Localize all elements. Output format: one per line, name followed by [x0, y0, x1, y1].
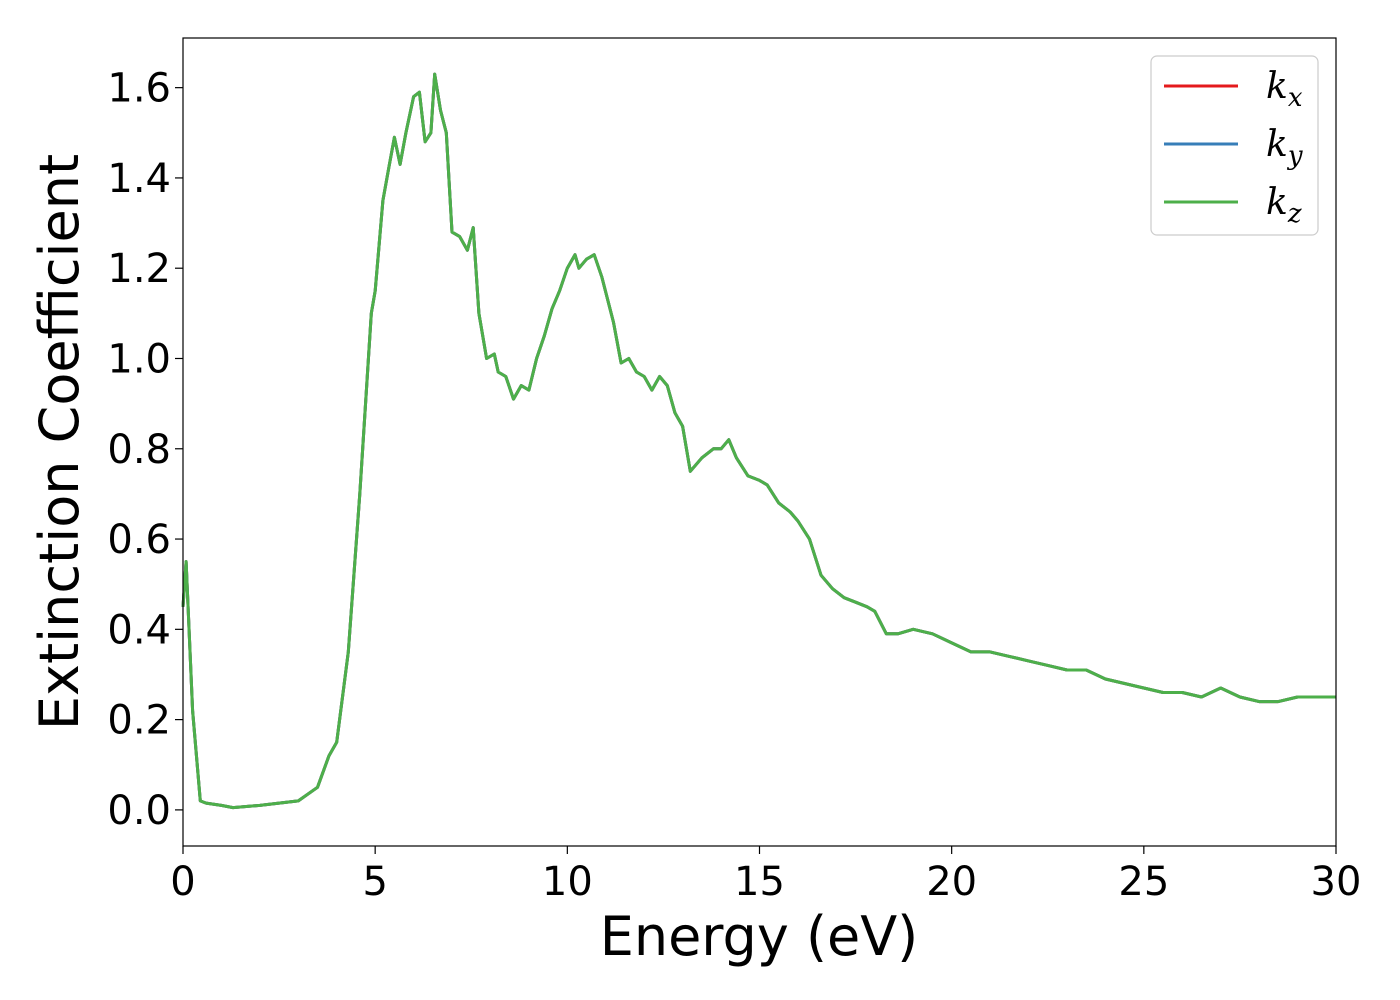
y-tick-label: 0.6: [107, 517, 171, 563]
series-line-kz: [181, 72, 1336, 810]
y-tick-label: 0.4: [107, 607, 171, 653]
x-tick-label: 0: [170, 859, 195, 905]
x-tick-label: 30: [1311, 859, 1362, 905]
y-tick-label: 0.8: [107, 427, 171, 473]
y-tick-label: 0.2: [107, 698, 171, 744]
y-tick-label: 1.6: [107, 66, 171, 112]
legend-label-ky: ky: [1266, 124, 1303, 171]
legend-label-kz: kz: [1266, 182, 1302, 229]
x-tick-label: 25: [1118, 859, 1169, 905]
legend-label-kx: kx: [1266, 66, 1303, 113]
x-tick-label: 20: [926, 859, 977, 905]
y-axis-title: Extinction Coefficient: [28, 154, 91, 730]
y-axis-ticks: 0.0 0.2 0.4 0.6 0.8 1.0 1.2 1.4 1.6: [107, 66, 183, 834]
y-tick-label: 1.0: [107, 336, 171, 382]
y-tick-label: 0.0: [107, 788, 171, 834]
y-tick-label: 1.4: [107, 156, 171, 202]
y-tick-label: 1.2: [107, 246, 171, 292]
x-axis-ticks: 0 5 10 15 20 25 30: [170, 846, 1361, 905]
series-layer: [181, 72, 1336, 810]
x-tick-label: 10: [542, 859, 593, 905]
legend: kx ky kz: [1150, 55, 1319, 236]
x-axis-title: Energy (eV): [600, 905, 919, 968]
x-tick-label: 5: [362, 859, 387, 905]
x-tick-label: 15: [734, 859, 785, 905]
